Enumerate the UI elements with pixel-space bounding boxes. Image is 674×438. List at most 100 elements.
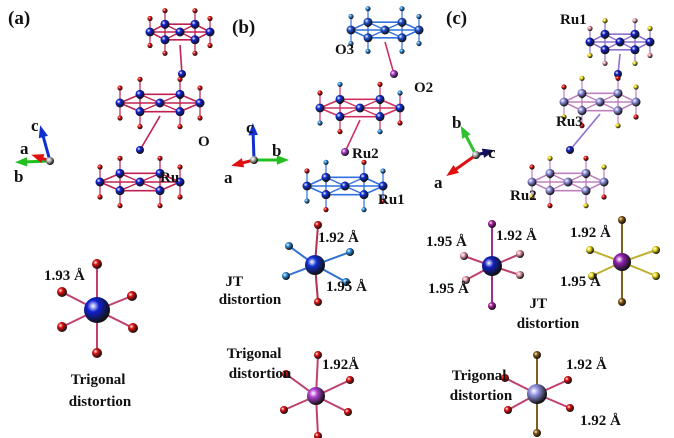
atom — [631, 30, 640, 39]
atom-label: O — [198, 134, 210, 150]
atom — [579, 76, 584, 81]
atom — [647, 53, 652, 58]
atom — [303, 182, 312, 191]
caption-line: distortion — [517, 316, 580, 332]
atom — [117, 156, 122, 161]
atom — [46, 157, 54, 165]
atom-label: Ru1 — [560, 12, 587, 28]
atom — [136, 146, 144, 154]
bond — [180, 45, 182, 74]
atom — [614, 106, 623, 115]
atom — [397, 120, 402, 125]
bond-label: 1.92 Å — [566, 357, 607, 373]
atom — [178, 70, 186, 78]
atom — [614, 89, 623, 98]
atom — [416, 14, 421, 19]
caption-line: Trigonal — [452, 368, 507, 384]
axis-label: b — [452, 113, 461, 132]
atom — [472, 151, 480, 159]
atom — [583, 156, 588, 161]
atom — [147, 43, 152, 48]
atom — [336, 95, 345, 104]
atom — [377, 129, 382, 134]
atom — [137, 124, 142, 129]
atom — [337, 82, 342, 87]
atom — [398, 33, 407, 42]
atom — [197, 85, 202, 90]
atom — [379, 182, 388, 191]
axis-label: a — [20, 139, 29, 158]
caption-line: Trigonal — [71, 372, 126, 388]
atom — [582, 186, 591, 195]
atom — [346, 248, 354, 256]
atom — [323, 160, 328, 165]
atom — [177, 194, 182, 199]
axis-label: a — [224, 168, 233, 187]
atom — [116, 169, 125, 178]
atom — [586, 38, 595, 47]
atom — [157, 156, 162, 161]
atom — [147, 16, 152, 21]
atom — [397, 90, 402, 95]
atom — [128, 323, 138, 333]
atom — [546, 169, 555, 178]
arrow-head — [231, 158, 244, 167]
atom — [117, 85, 122, 90]
caption: Trigonal distortion — [69, 372, 132, 410]
atom — [516, 250, 524, 258]
panel-label: (c) — [446, 8, 467, 29]
caption-line: distortion — [229, 366, 292, 382]
atom — [652, 272, 660, 280]
atom — [116, 99, 125, 108]
atom — [196, 99, 205, 108]
atom — [344, 408, 352, 416]
atom — [399, 49, 404, 54]
atom — [632, 18, 637, 23]
atom — [348, 14, 353, 19]
atom — [546, 186, 555, 195]
atom-label: O3 — [335, 42, 354, 58]
atom — [341, 182, 350, 191]
atom — [482, 256, 502, 276]
caption: JT distortion — [219, 274, 282, 308]
atom — [631, 45, 640, 54]
bond-label: 1.93 Å — [44, 268, 85, 284]
atom — [157, 203, 162, 208]
atom — [527, 384, 547, 404]
atom — [601, 45, 610, 54]
arrow-head — [39, 125, 48, 138]
atom — [304, 198, 309, 203]
bond-label: 1.95 Å — [428, 281, 469, 297]
atom — [176, 107, 185, 116]
atom-label: Ru2 — [352, 146, 379, 162]
caption-line: distortion — [69, 394, 132, 410]
atom — [322, 190, 331, 199]
atom — [314, 221, 322, 229]
atom — [57, 287, 67, 297]
atom — [336, 112, 345, 121]
atom — [582, 169, 591, 178]
atom — [560, 98, 569, 107]
atom — [566, 404, 574, 412]
atom — [117, 115, 122, 120]
atom — [600, 178, 609, 187]
atom — [533, 351, 541, 359]
atom — [316, 104, 325, 113]
atom — [583, 203, 588, 208]
atom — [191, 20, 200, 29]
atom — [578, 89, 587, 98]
atom — [304, 168, 309, 173]
atom — [197, 115, 202, 120]
caption: Trigonal distortion — [227, 346, 292, 382]
atom — [137, 77, 142, 82]
atom — [161, 20, 170, 29]
arrow-head — [461, 126, 471, 139]
atom — [136, 90, 145, 99]
bond-label: 1.92 Å — [570, 225, 611, 241]
atom — [390, 70, 398, 78]
atom — [280, 406, 288, 414]
atom — [632, 98, 641, 107]
atom — [356, 104, 365, 113]
atom — [307, 387, 325, 405]
atom — [398, 18, 407, 27]
